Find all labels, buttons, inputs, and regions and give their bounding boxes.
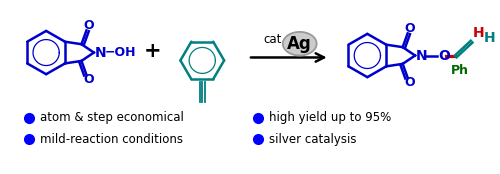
Text: Ph: Ph	[451, 64, 469, 77]
Text: O: O	[438, 49, 450, 62]
Text: Ag: Ag	[288, 35, 312, 53]
Text: H: H	[484, 31, 496, 45]
Text: silver catalysis: silver catalysis	[269, 133, 356, 146]
Text: O: O	[83, 19, 94, 32]
Text: N: N	[416, 49, 428, 62]
Text: O: O	[404, 76, 415, 89]
Text: H: H	[473, 26, 484, 40]
Text: high yield up to 95%: high yield up to 95%	[269, 111, 391, 124]
Text: O: O	[404, 22, 415, 35]
Text: +: +	[144, 41, 162, 61]
Text: N: N	[95, 46, 106, 60]
Text: mild-reaction conditions: mild-reaction conditions	[40, 133, 183, 146]
Ellipse shape	[283, 32, 316, 56]
Text: O: O	[83, 73, 94, 86]
Text: −OH: −OH	[105, 46, 136, 59]
Text: cat.: cat.	[264, 33, 286, 46]
Text: atom & step economical: atom & step economical	[40, 111, 184, 124]
